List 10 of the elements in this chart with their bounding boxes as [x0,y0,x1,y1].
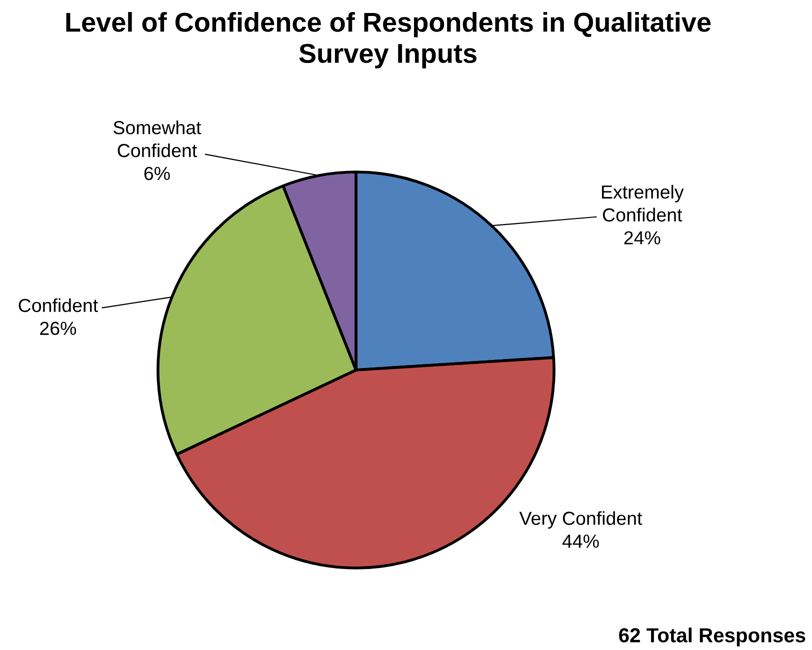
slice-label: Somewhat Confident [114,120,202,158]
data-label: 6% [144,166,170,180]
data-label: 26% [40,322,76,336]
slice-label: Extremely Confident [602,184,684,222]
data-label: 44% [562,534,599,548]
slice-label: Confident [18,298,98,312]
data-label: 24% [624,231,660,244]
text: 62 Total Responses [619,628,806,646]
slice-label: Very Confident [519,511,642,529]
chart-title: Level of Confidence of Respondents in Qualitative Survey Inputs [66,12,711,68]
